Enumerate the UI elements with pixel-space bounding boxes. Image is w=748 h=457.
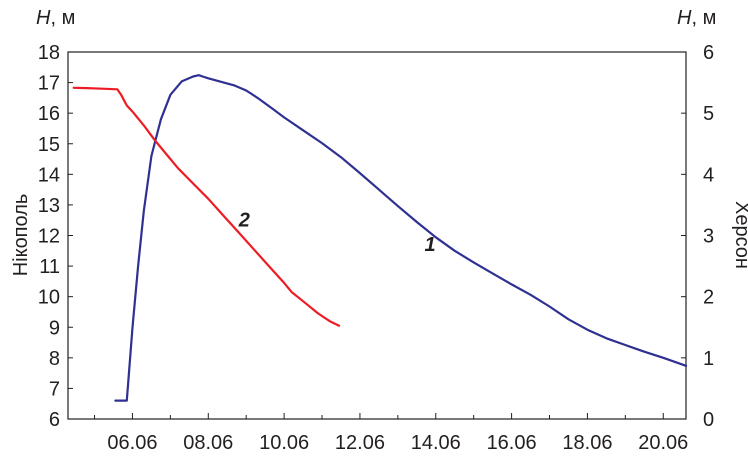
left-tick-label: 12 [38,226,60,248]
tick-marks [68,51,686,420]
left-tick-label: 11 [39,256,60,278]
right-tick-label: 3 [703,226,714,248]
left-tick-label: 17 [38,73,60,95]
series-1-label: 1 [425,234,436,256]
left-tick-label: 7 [49,378,60,400]
left-tick-label: 18 [38,42,60,64]
left-tick-label: 15 [38,134,60,156]
right-axis-title: Херсон [731,201,748,269]
series-2-label: 2 [238,209,250,231]
right-tick-label: 5 [703,103,714,125]
left-axis-title: Нікополь [10,194,32,277]
x-axis-tick-labels: 06.06 08.06 10.06 12.06 14.06 16.06 18.06 20.06 [107,432,688,454]
left-tick-label: 10 [38,287,60,309]
left-axis-unit: H, м [36,7,75,29]
left-tick-label: 13 [38,195,60,217]
series-lines [72,74,688,402]
right-tick-label: 2 [703,287,714,309]
left-tick-label: 8 [49,348,60,370]
plot-border [67,51,687,420]
right-tick-label: 6 [703,42,714,64]
right-axis-unit: H, м [677,7,716,29]
series-1-line [114,74,688,402]
series-labels: 12 [238,209,436,255]
series-2-line [72,86,341,327]
x-tick-label: 10.06 [259,432,309,454]
plot-frame [67,51,687,420]
x-tick-label: 08.06 [183,432,233,454]
left-tick-label: 9 [49,317,60,339]
x-tick-label: 06.06 [107,432,157,454]
right-tick-label: 4 [703,164,714,186]
x-tick-label: 18.06 [562,432,612,454]
left-tick-label: 14 [38,164,60,186]
x-tick-label: 12.06 [335,432,385,454]
x-tick-label: 20.06 [638,432,688,454]
right-tick-label: 0 [703,409,714,431]
right-tick-label: 1 [703,348,714,370]
left-tick-label: 16 [38,103,60,125]
x-tick-label: 16.06 [487,432,537,454]
left-axis-tick-labels: 6 7 8 9 10 11 12 13 14 15 16 17 18 [38,42,60,431]
left-tick-label: 6 [49,409,60,431]
x-tick-label: 14.06 [411,432,461,454]
right-axis-tick-labels: 0 1 2 3 4 5 6 [703,42,714,431]
